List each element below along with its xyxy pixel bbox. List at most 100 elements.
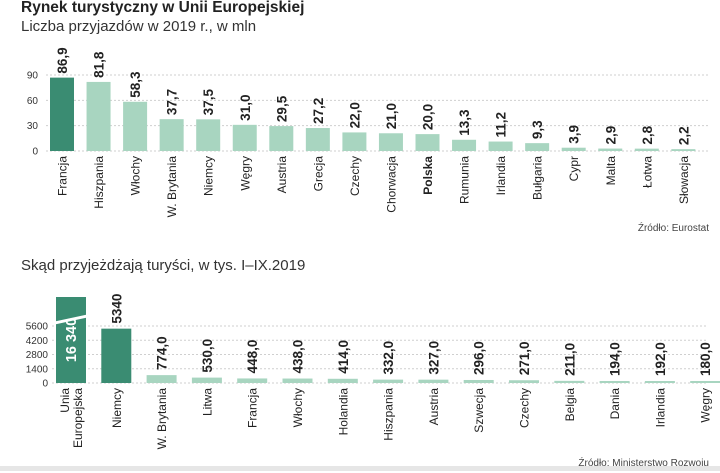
x-tick-label: Włochy — [129, 156, 143, 195]
x-tick-label: W. Brytania — [165, 156, 179, 218]
bar — [463, 379, 494, 383]
data-label: 414,0 — [336, 340, 351, 374]
bar — [644, 381, 675, 383]
data-label: 29,5 — [274, 95, 289, 122]
x-tick-label: Austria — [427, 388, 441, 426]
y-tick-label: 4200 — [26, 336, 49, 347]
data-label: 3,9 — [567, 125, 582, 144]
x-tick-label: Węgry — [238, 156, 252, 191]
bar — [146, 375, 177, 383]
bar — [101, 328, 132, 383]
x-tick-label: Irlandia — [494, 156, 508, 196]
data-label: 13,3 — [457, 109, 472, 136]
x-tick-label: Rumunia — [458, 156, 472, 204]
x-tick-label: W. Brytania — [155, 388, 169, 450]
x-tick-label: Litwa — [200, 388, 214, 416]
y-tick-label: 60 — [27, 96, 39, 107]
source-note: Źródło: Eurostat — [637, 223, 709, 234]
data-label: 2,9 — [603, 126, 618, 145]
data-label: 438,0 — [291, 340, 306, 374]
bar — [418, 379, 449, 383]
data-label: 11,2 — [494, 112, 509, 138]
chart-subtitle: Liczba przyjazdów w 2019 r., w mln — [21, 18, 257, 35]
y-tick-label: 90 — [27, 71, 39, 82]
bar — [452, 139, 477, 151]
x-tick-label: Chorwacja — [384, 156, 398, 213]
x-tick-label: Holandia — [336, 388, 350, 436]
x-tick-label: Węgry — [699, 388, 713, 423]
data-label: 530,0 — [200, 339, 215, 373]
bar — [232, 124, 257, 151]
bar — [599, 381, 630, 383]
y-tick-label: 5600 — [26, 322, 49, 333]
data-label: 58,3 — [128, 71, 143, 98]
bar — [342, 132, 367, 151]
bar — [123, 101, 148, 151]
x-tick-label: Czechy — [348, 156, 362, 196]
bar — [373, 379, 404, 383]
x-tick-label: Hiszpania — [92, 156, 106, 209]
data-label: 20,0 — [421, 104, 436, 130]
data-label: 37,7 — [165, 89, 180, 115]
data-label: 21,0 — [384, 103, 399, 129]
data-label: 9,3 — [530, 120, 545, 139]
bar — [378, 133, 403, 151]
x-tick-label: Unia — [58, 388, 72, 413]
x-tick-label: Łotwa — [640, 156, 654, 188]
data-label: 180,0 — [698, 342, 713, 376]
y-tick-label: 0 — [32, 147, 38, 158]
x-tick-label: Polska — [421, 156, 435, 195]
data-label: 86,9 — [55, 47, 70, 73]
bar — [525, 143, 550, 151]
data-label: 22,0 — [347, 102, 362, 128]
data-label: 2,2 — [676, 126, 691, 145]
bar — [56, 297, 86, 383]
data-label: 27,2 — [311, 98, 326, 124]
chart-title: Rynek turystyczny w Unii Europejskiej — [21, 0, 305, 16]
x-tick-label: Irlandia — [653, 388, 667, 428]
data-label: 296,0 — [472, 341, 487, 375]
x-tick-label: Czechy — [518, 388, 532, 428]
bar — [415, 134, 440, 151]
x-tick-label: Niemcy — [202, 156, 216, 196]
x-tick-label: Słowacja — [677, 156, 691, 204]
bar — [561, 147, 586, 151]
bar — [282, 378, 313, 383]
y-tick-label: 30 — [27, 121, 39, 132]
data-label: 448,0 — [245, 340, 260, 374]
x-tick-label: Francja — [246, 388, 260, 428]
x-tick-label: Szwecja — [472, 388, 486, 433]
data-label: 5340 — [109, 294, 124, 324]
x-tick-label: Belgia — [563, 388, 577, 422]
bar — [191, 377, 222, 383]
bar — [327, 378, 358, 383]
y-tick-label: 2800 — [26, 350, 49, 361]
x-tick-label: Włochy — [291, 388, 305, 427]
bar — [237, 378, 268, 383]
data-label: 774,0 — [155, 336, 170, 370]
data-label: 37,5 — [201, 89, 216, 116]
bar — [690, 381, 720, 383]
y-tick-label: 0 — [42, 379, 48, 390]
data-label: 31,0 — [238, 95, 253, 121]
bar — [671, 149, 696, 151]
data-label: 211,0 — [562, 343, 577, 376]
data-label: 194,0 — [608, 342, 623, 376]
footer-divider — [0, 466, 720, 471]
data-label: 271,0 — [517, 341, 532, 375]
source-note-2: Źródło: Ministerstwo Rozwoju — [578, 458, 709, 469]
bar — [554, 380, 585, 383]
x-tick-label: Francja — [56, 156, 70, 196]
data-label: 16 340 — [64, 318, 80, 362]
y-tick-label: 1400 — [26, 364, 49, 375]
data-label: 192,0 — [653, 342, 668, 376]
data-label: 81,8 — [92, 51, 107, 78]
x-tick-label: Europejska — [71, 388, 85, 448]
bar — [269, 126, 294, 151]
bar — [159, 119, 184, 151]
chart2-subtitle: Skąd przyjeżdżają turyści, w tys. I–IX.2… — [21, 257, 306, 274]
x-tick-label: Hiszpania — [382, 388, 396, 441]
bar — [509, 380, 539, 383]
